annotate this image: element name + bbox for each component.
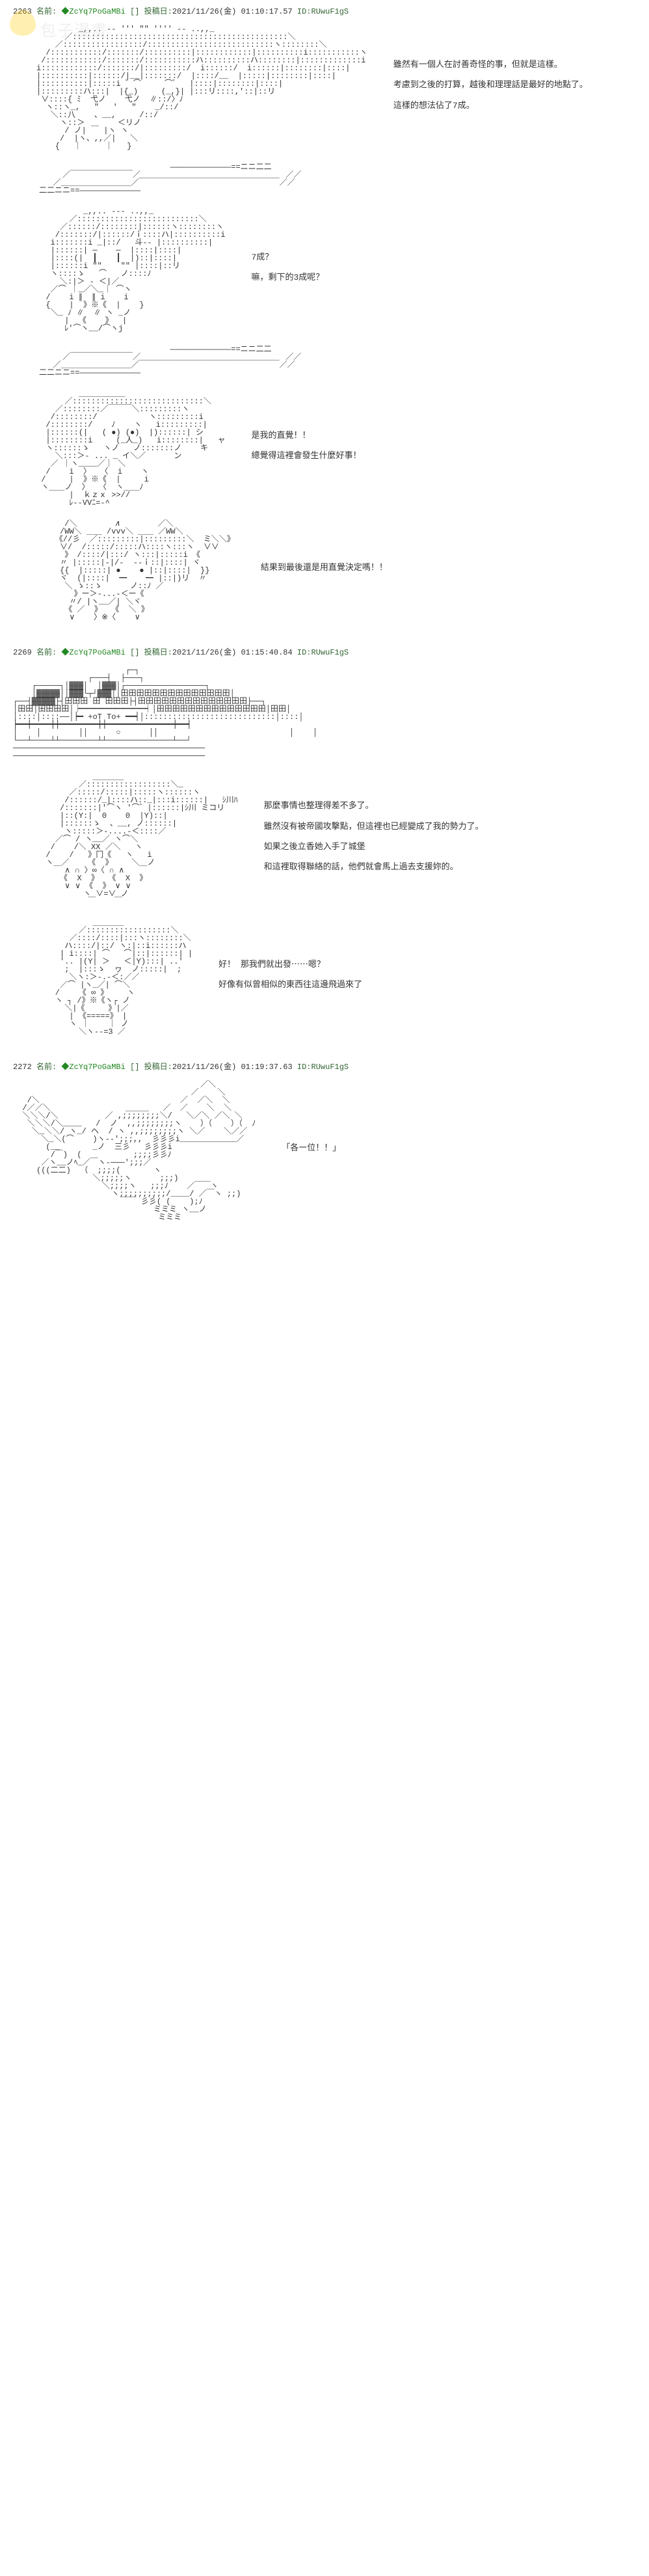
panel: _,,.. -‐ ''' "" '''' ‐- ..,,_ ／:::::::::…	[13, 19, 636, 157]
post-date: 2021/11/26(金) 01:10:17.57	[172, 7, 293, 16]
ascii-art-girl-excited: ＿＿＿＿＿＿ ／::::::::::::::::::::::::::::＼ ／:…	[13, 383, 225, 513]
dialogue-line: 嘛，剩下的3成呢？	[251, 270, 610, 285]
post-date: 2021/11/26(金) 01:15:40.84	[172, 648, 293, 657]
dialogue-block: 是我的直覺！！ 總覺得這裡會發生什麼好事！	[251, 428, 636, 469]
dialogue-line: 和這裡取得聯絡的話，他們就會馬上過去支援妳的。	[264, 860, 610, 874]
post-header: 2272 名前: ◆ZcYq7PoGaMBi [] 投稿日:2021/11/26…	[13, 1055, 636, 1074]
dialogue-line: 「各ー位！！」	[282, 1141, 610, 1156]
name-label: 名前:	[36, 1063, 57, 1072]
dialogue-block: 結果到最後還是用直覺決定嗎！！	[261, 560, 636, 580]
id-label: ID:	[297, 7, 311, 16]
panel: _,,.. --- ..,,_ ／:::::::::::::::::::::::…	[13, 201, 636, 339]
post-id: RUwuF1gS	[311, 1063, 349, 1072]
ascii-art-girl-pondering: _,,.. --- ..,,_ ／:::::::::::::::::::::::…	[13, 201, 225, 339]
post: 2272 名前: ◆ZcYq7PoGaMBi [] 投稿日:2021/11/26…	[0, 1055, 649, 1241]
post-trip: ◆ZcYq7PoGaMBi	[61, 648, 125, 657]
post-trip: ◆ZcYq7PoGaMBi	[61, 1063, 125, 1072]
ascii-art-girl-arms-crossed: ＿＿＿＿ ／::::::::::::::::::＼_ ／:::::/:::::|…	[13, 766, 238, 912]
date-label: 投稿日:	[144, 7, 172, 16]
dialogue-block: 7成？ 嘛，剩下的3成呢？	[251, 250, 636, 291]
dialogue-block: 那麼事情也整理得差不多了。 雖然沒有被帝國攻擊點，但這裡也已經變成了我的勢力了。…	[264, 798, 636, 880]
name-label: 名前:	[36, 7, 57, 16]
dialogue-line: 7成？	[251, 250, 610, 265]
divider: ―――――――――――――==ニニ二二 ／￣￣￣￣￣￣￣￣／ ／／ ／＿＿＿＿＿…	[13, 157, 636, 201]
date-label-icon: []	[130, 1063, 139, 1072]
dialogue-line: 好！ 那我們就出發⋯⋯嗯？	[219, 957, 610, 972]
date-label: 投稿日:	[144, 1063, 172, 1072]
dialogue-line: 結果到最後還是用直覺決定嗎！！	[261, 560, 610, 575]
ascii-art-girl-happy: ＿＿＿＿ ／::::::::::::::::::＼ ／::::/::::|:::…	[13, 912, 192, 1042]
name-label: 名前:	[36, 648, 57, 657]
dialogue-line: 那麼事情也整理得差不多了。	[264, 798, 610, 813]
panel: /＼ ∧ ／＼ /WW＼ ＿＿ /vvv＼ ＿＿ ／WW＼ 《//彡 ／::::…	[13, 513, 636, 628]
post-num: 2269	[13, 648, 32, 657]
date-label-icon: []	[130, 648, 139, 657]
panel: ＿＿＿＿ ／::::::::::::::::::＼ ／::::/::::|:::…	[13, 912, 636, 1042]
post: 2269 名前: ◆ZcYq7PoGaMBi [] 投稿日:2021/11/26…	[0, 641, 649, 1055]
post-header: 2269 名前: ◆ZcYq7PoGaMBi [] 投稿日:2021/11/26…	[13, 641, 636, 660]
ascii-art-girl-thinking: _,,.. -‐ ''' "" '''' ‐- ..,,_ ／:::::::::…	[13, 19, 367, 157]
date-label: 投稿日:	[144, 648, 172, 657]
dialogue-line: 總覺得這裡會發生什麼好事！	[251, 448, 610, 463]
panel: ／＼ ／ ＼ /＼ ／ ／＼ ＼ /／／＼ ＿＿＿ ／ ／ ＼ ＼ ＼＼＼/＼ …	[13, 1074, 636, 1228]
ascii-art-dragon: ／＼ ／ ＼ /＼ ／ ／＼ ＼ /／／＼ ＿＿＿ ／ ／ ＼ ＼ ＼＼＼/＼ …	[13, 1074, 256, 1228]
dialogue-line: 雖然有一個人在討善奇怪的事，但就是這樣。	[393, 57, 610, 72]
id-label: ID:	[297, 1063, 311, 1072]
dialogue-line: 是我的直覺！！	[251, 428, 610, 443]
dialogue-line: 這樣的想法佔了7成。	[393, 98, 610, 113]
post: 2263 名前: ◆ZcYq7PoGaMBi [] 投稿日:2021/11/26…	[0, 0, 649, 641]
dialogue-line: 考慮到之後的打算，越後和理理話是最好的地點了。	[393, 77, 610, 92]
dialogue-line: 好像有似曾相似的東西往這邊飛過來了	[219, 977, 610, 992]
post-header: 2263 名前: ◆ZcYq7PoGaMBi [] 投稿日:2021/11/26…	[13, 0, 636, 19]
post-trip: ◆ZcYq7PoGaMBi	[61, 7, 125, 16]
dialogue-block: 好！ 那我們就出發⋯⋯嗯？ 好像有似曾相似的東西往這邊飛過來了	[219, 957, 636, 998]
panel: ＿＿＿＿ ／::::::::::::::::::＼_ ／:::::/:::::|…	[13, 766, 636, 912]
panel: ＿＿＿＿＿＿ ／::::::::::::::::::::::::::::＼ ／:…	[13, 383, 636, 513]
post-id: RUwuF1gS	[311, 648, 349, 657]
id-label: ID:	[297, 648, 311, 657]
dialogue-line: 雖然沒有被帝國攻擊點，但這裡也已經變成了我的勢力了。	[264, 819, 610, 834]
panel: ┌─┐ ┌───┤ ├───┐ ┌─────┐│▓▓▓│ │▓▓▓│┌─────…	[13, 660, 636, 766]
divider: ―――――――――――――==ニニ二二 ／￣￣￣￣￣￣￣￣／ ／／ ／＿＿＿＿＿…	[13, 339, 636, 383]
post-num: 2263	[13, 7, 32, 16]
dialogue-line: 如果之後立香她入手了城堡	[264, 839, 610, 854]
dialogue-block: 「各ー位！！」	[282, 1141, 636, 1161]
dialogue-block: 雖然有一個人在討善奇怪的事，但就是這樣。 考慮到之後的打算，越後和理理話是最好的…	[393, 57, 636, 118]
post-date: 2021/11/26(金) 01:19:37.63	[172, 1063, 293, 1072]
ascii-art-cat-face: /＼ ∧ ／＼ /WW＼ ＿＿ /vvv＼ ＿＿ ／WW＼ 《//彡 ／::::…	[13, 513, 235, 628]
date-label-icon: []	[130, 7, 139, 16]
post-num: 2272	[13, 1063, 32, 1072]
ascii-art-palace: ┌─┐ ┌───┤ ├───┐ ┌─────┐│▓▓▓│ │▓▓▓│┌─────…	[13, 660, 636, 766]
post-id: RUwuF1gS	[311, 7, 349, 16]
